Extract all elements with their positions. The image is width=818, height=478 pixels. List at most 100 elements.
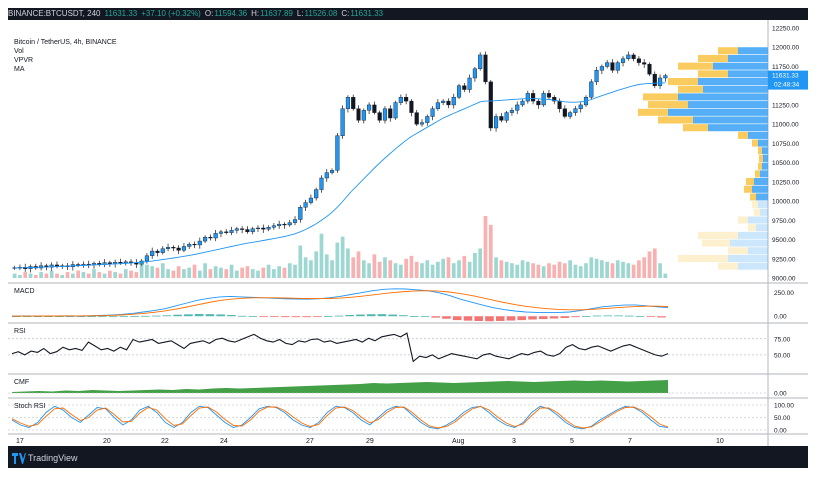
candle-down bbox=[636, 58, 641, 63]
vpvr-up-bar bbox=[668, 108, 768, 116]
candle-down bbox=[557, 100, 562, 109]
volume-bar bbox=[663, 273, 668, 278]
volume-bar bbox=[44, 273, 49, 278]
candle-up bbox=[166, 247, 171, 249]
chart-canvas[interactable]: 250.00 0.00 75.00 50.00 0.00 100.00 50.00 0.… bbox=[8, 20, 808, 446]
candle-down bbox=[546, 93, 552, 98]
volume-bar bbox=[351, 257, 356, 278]
stoch-d-line bbox=[11, 406, 669, 429]
tradingview-brand[interactable]: TradingView bbox=[28, 453, 78, 463]
macd-histogram-bar bbox=[313, 316, 322, 318]
candle-down bbox=[652, 73, 657, 86]
price-pane[interactable] bbox=[12, 51, 668, 273]
rsi-pane[interactable]: 75.00 50.00 bbox=[8, 332, 791, 363]
macd-histogram-bar bbox=[270, 316, 279, 318]
candle-up bbox=[419, 122, 425, 125]
candle-down bbox=[208, 237, 213, 239]
symbol-label[interactable]: BINANCE:BTCUSDT, 240 bbox=[8, 9, 101, 18]
volume-bar bbox=[176, 266, 181, 278]
time-tick-label: 5 bbox=[570, 438, 574, 445]
candle-down bbox=[224, 231, 229, 233]
macd-histogram-bar bbox=[130, 316, 139, 317]
vpvr-down-bar bbox=[758, 147, 762, 155]
candle-down bbox=[531, 93, 536, 102]
volume-bar bbox=[277, 266, 282, 278]
candle-down bbox=[192, 243, 197, 246]
last-price-tag-text: 11631.33 bbox=[772, 73, 799, 80]
candle-up bbox=[255, 227, 261, 230]
macd-histogram-bar bbox=[495, 316, 505, 321]
macd-histogram-bar bbox=[280, 316, 290, 318]
candle-up bbox=[314, 189, 319, 199]
time-axis[interactable]: 17 20 22 24 27 29 Aug 3 5 7 10 bbox=[16, 438, 724, 445]
volume-bar bbox=[192, 264, 197, 278]
candle-up bbox=[181, 246, 186, 251]
volume-bar bbox=[245, 266, 250, 278]
macd-histogram-bar bbox=[119, 316, 129, 318]
tradingview-logo-icon[interactable] bbox=[12, 453, 26, 464]
volume-bar bbox=[436, 261, 440, 278]
volume-bar bbox=[340, 236, 345, 278]
time-tick-label: 3 bbox=[512, 438, 516, 445]
volume-bar bbox=[324, 254, 329, 278]
candle-down bbox=[171, 247, 176, 249]
candle-up bbox=[594, 70, 599, 83]
candle-up bbox=[589, 81, 594, 98]
macd-histogram-bar bbox=[420, 316, 430, 318]
volume-bar bbox=[287, 263, 292, 278]
vpvr-up-bar bbox=[762, 162, 768, 170]
macd-histogram-bar bbox=[474, 316, 484, 322]
volume-bar bbox=[229, 264, 234, 278]
volume-bar bbox=[393, 263, 398, 278]
price-axis[interactable]: 12250.0012000.0011750.0011500.0011250.00… bbox=[768, 26, 808, 283]
volume-bar bbox=[568, 260, 572, 278]
candle-up bbox=[599, 66, 604, 71]
candle-up bbox=[218, 231, 224, 234]
candle-down bbox=[377, 112, 382, 121]
candle-down bbox=[488, 81, 493, 129]
candle-down bbox=[282, 223, 287, 226]
open-value: 11594.36 bbox=[214, 9, 248, 18]
vpvr-down-bar bbox=[754, 208, 760, 216]
volume-bar bbox=[256, 270, 260, 278]
macd-pane[interactable]: 250.00 0.00 bbox=[11, 288, 794, 322]
cmf-pane[interactable]: 0.00 bbox=[8, 380, 787, 398]
macd-histogram-bar bbox=[205, 314, 215, 317]
candle-down bbox=[388, 108, 393, 119]
volume-bar bbox=[356, 251, 361, 278]
vpvr-down-bar bbox=[698, 54, 728, 62]
volume-bar bbox=[134, 272, 139, 278]
stoch-rsi-pane[interactable]: 100.00 50.00 0.00 bbox=[8, 403, 794, 435]
vpvr-down-bar bbox=[678, 85, 703, 93]
macd-histogram-bar bbox=[657, 316, 666, 318]
last-price-tag bbox=[768, 70, 808, 90]
macd-label: MACD bbox=[14, 288, 35, 295]
vpvr-up-bar bbox=[758, 139, 768, 147]
volume-bar bbox=[219, 267, 223, 278]
high-label: H: bbox=[251, 9, 260, 18]
macd-histogram-bar bbox=[538, 316, 548, 320]
volume-bar bbox=[626, 263, 631, 278]
time-tick-label: Aug bbox=[452, 438, 465, 445]
vpvr-down-bar bbox=[728, 247, 748, 255]
candle-up bbox=[187, 243, 192, 247]
volume-bar bbox=[631, 264, 636, 278]
volume-bar bbox=[504, 261, 509, 278]
volume-bar bbox=[420, 263, 424, 278]
macd-histogram-bar bbox=[635, 316, 645, 318]
volume-bar bbox=[335, 242, 340, 278]
pane-tick-label: 75.00 bbox=[774, 336, 791, 343]
candle-down bbox=[372, 104, 377, 113]
macd-histogram-bar bbox=[431, 316, 441, 318]
volume-bar bbox=[536, 264, 541, 278]
volume-bar bbox=[182, 269, 186, 278]
candle-up bbox=[266, 227, 271, 230]
volume-bar bbox=[589, 257, 594, 278]
candle-up bbox=[615, 62, 620, 71]
volume-bar bbox=[261, 267, 266, 278]
candle-up bbox=[287, 222, 292, 226]
volume-bar bbox=[197, 270, 202, 278]
macd-histogram-bar bbox=[162, 315, 172, 317]
volume-bar bbox=[12, 273, 17, 278]
price-tick-label: 10750.00 bbox=[772, 141, 799, 148]
